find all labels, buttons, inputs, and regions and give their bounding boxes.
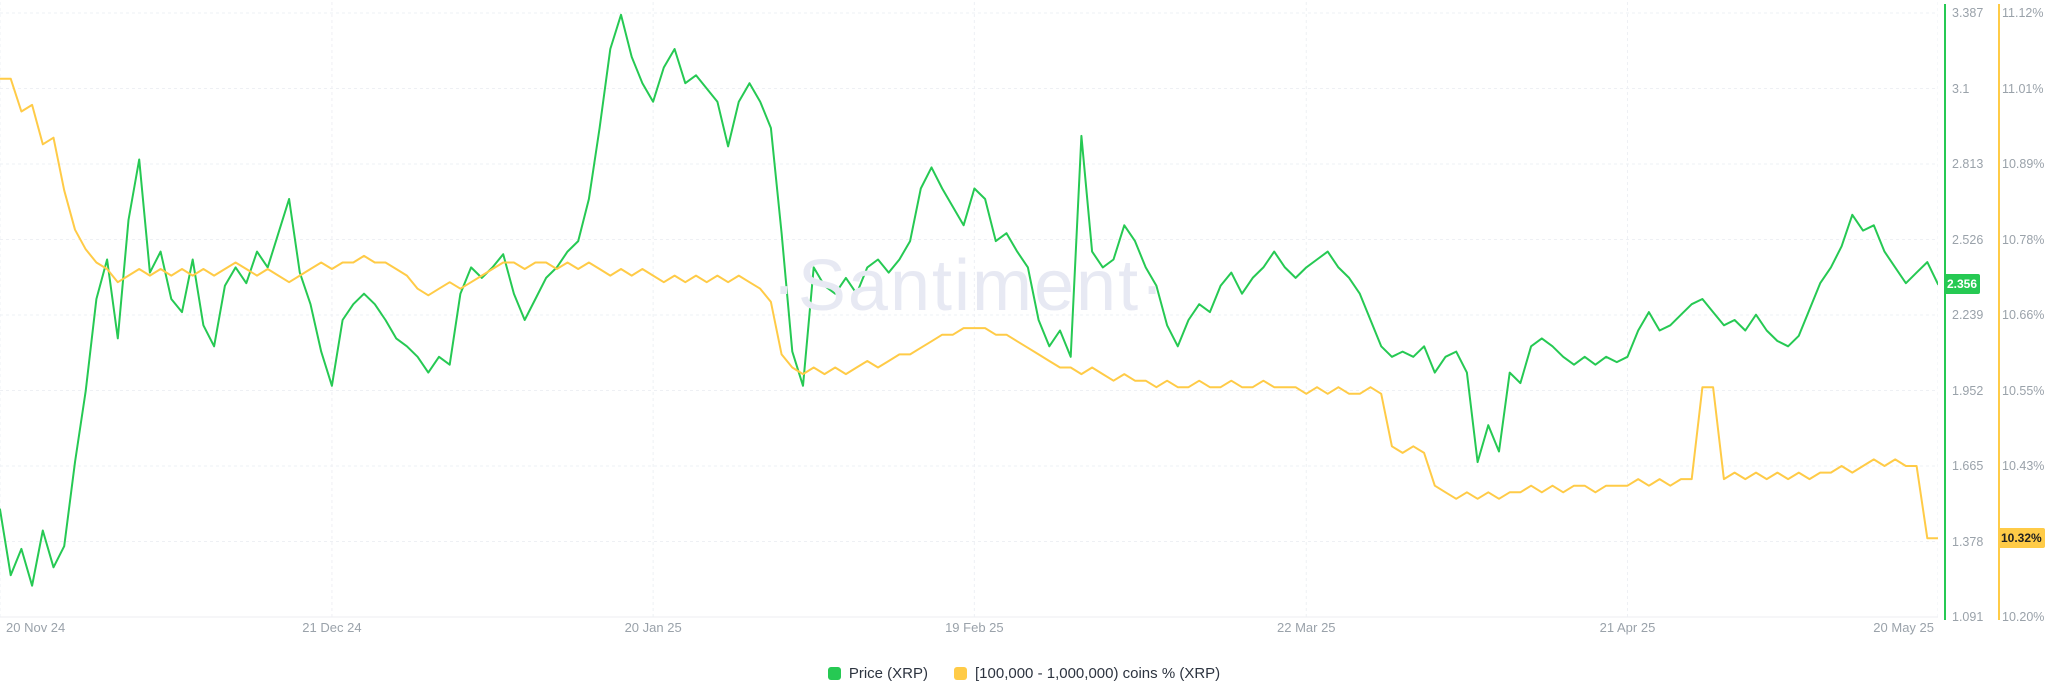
price-tick-label: 3.387 bbox=[1952, 6, 1984, 20]
price-series-line bbox=[0, 13, 1938, 587]
price-tick-label: 2.526 bbox=[1952, 232, 1984, 247]
price-tick-label: 1.665 bbox=[1952, 459, 1984, 473]
price-tick-label: 2.813 bbox=[1952, 157, 1984, 171]
supply-series-swatch bbox=[954, 666, 968, 680]
percent-axis-line bbox=[1998, 4, 2000, 620]
price-tick-label: 2.239 bbox=[1952, 308, 1984, 322]
plot-svg bbox=[0, 2, 1938, 618]
percent-current-badge: 10.32% bbox=[1998, 528, 2045, 549]
price-tick-label: 3.1 bbox=[1952, 81, 1970, 96]
supply-series-line bbox=[0, 77, 1938, 540]
percent-tick-label: 10.43% bbox=[2002, 459, 2045, 473]
percent-tick-label: 10.89% bbox=[2002, 157, 2045, 171]
price-tick-label: 1.952 bbox=[1952, 383, 1984, 398]
legend: Price (XRP) [100,000 - 1,000,000) coins … bbox=[0, 661, 2048, 685]
percent-tick-label: 10.55% bbox=[2002, 383, 2045, 398]
price-axis-labels: 1.091 1.378 1.665 1.952 2.239 2.526 2.813 3.1 3.… bbox=[1952, 0, 1996, 630]
price-series-swatch bbox=[827, 666, 841, 680]
percent-tick-label: 11.12% bbox=[2002, 6, 2044, 20]
legend-item-price[interactable]: Price (XRP) bbox=[827, 664, 929, 682]
x-tick-label: 22 Mar 25 bbox=[1276, 620, 1336, 635]
x-axis-labels: 20 Nov 24 21 Dec 24 20 Jan 25 19 Feb 25 22 M… bbox=[0, 620, 1938, 640]
price-tick-label: 1.091 bbox=[1952, 610, 1984, 624]
plot-area[interactable]: ·Santiment· bbox=[0, 0, 1938, 630]
x-tick-label: 20 Jan 25 bbox=[624, 620, 682, 635]
x-tick-label: 19 Feb 25 bbox=[945, 620, 1004, 635]
percent-tick-label: 10.20% bbox=[2002, 610, 2045, 624]
x-tick-label: 20 May 25 bbox=[1873, 620, 1934, 635]
legend-label-supply: [100,000 - 1,000,000) coins % (XRP) bbox=[975, 664, 1221, 682]
legend-label-price: Price (XRP) bbox=[848, 664, 929, 682]
x-tick-label: 21 Dec 24 bbox=[302, 620, 362, 635]
price-axis-line bbox=[1944, 4, 1946, 620]
x-tick-label: 20 Nov 24 bbox=[6, 620, 66, 635]
percent-tick-label: 10.66% bbox=[2002, 308, 2045, 322]
percent-tick-label: 10.78% bbox=[2002, 232, 2045, 247]
price-current-badge: 2.356 bbox=[1944, 274, 1981, 295]
x-tick-label: 21 Apr 25 bbox=[1599, 620, 1656, 635]
legend-item-supply[interactable]: [100,000 - 1,000,000) coins % (XRP) bbox=[954, 665, 1220, 682]
gridlines bbox=[0, 2, 1938, 618]
percent-tick-label: 11.01% bbox=[2002, 81, 2044, 96]
price-tick-label: 1.378 bbox=[1952, 534, 1984, 549]
